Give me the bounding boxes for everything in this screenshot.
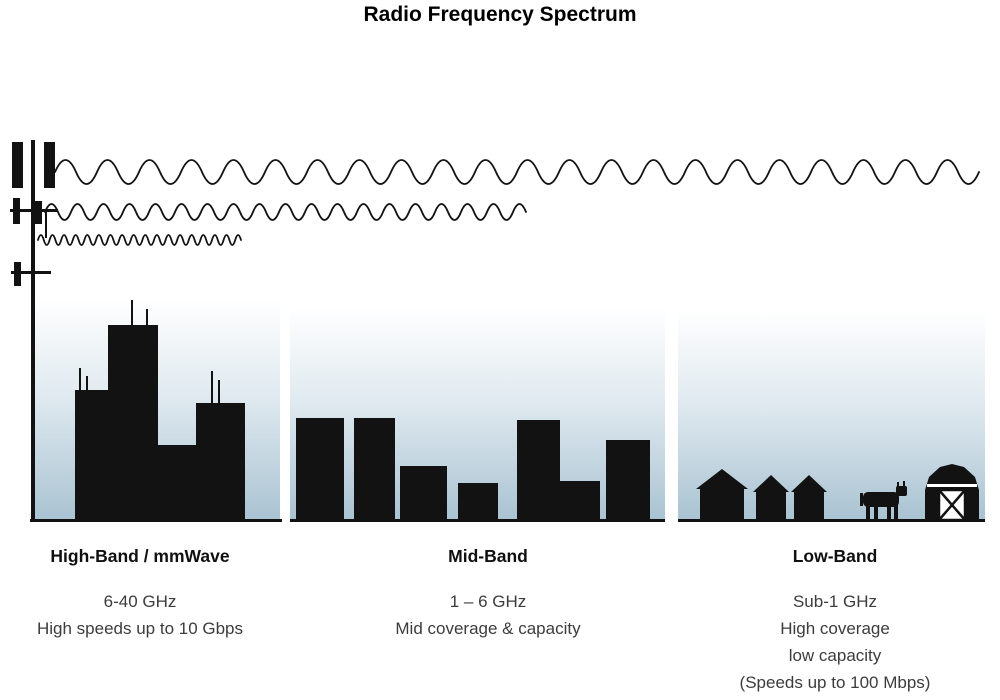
barn-icon: [925, 464, 979, 522]
band-desc-mid: Mid coverage & capacity: [395, 619, 581, 638]
ground-line-mid: [290, 519, 665, 522]
band-label-low: Low-Band Sub-1 GHz High coverage low cap…: [685, 546, 985, 696]
house-icon: [791, 475, 827, 520]
cell-tower-icon: [10, 140, 58, 521]
house-icon: [696, 469, 748, 520]
town-buildings-icon: [296, 418, 650, 520]
city-skyline-icon: [75, 300, 245, 520]
band-desc-low-2: low capacity: [788, 646, 882, 665]
spectrum-scene: [10, 140, 985, 522]
band-frequency-high: 6-40 GHz: [103, 592, 177, 611]
cow-icon: [860, 481, 907, 519]
band-label-mid: Mid-Band 1 – 6 GHz Mid coverage & capaci…: [368, 546, 608, 642]
diagram-title: Radio Frequency Spectrum: [363, 3, 637, 26]
band-name-high: High-Band / mmWave: [50, 546, 230, 566]
house-icon: [753, 475, 789, 520]
ground-line-low: [678, 519, 985, 522]
ground-line-high: [30, 519, 282, 522]
band-label-high: High-Band / mmWave 6-40 GHz High speeds …: [20, 546, 260, 642]
band-desc-high: High speeds up to 10 Gbps: [36, 619, 244, 638]
band-desc-low-1: High coverage: [780, 619, 890, 638]
band-desc-low-3: (Speeds up to 100 Mbps): [739, 673, 931, 692]
rural-scene: [696, 464, 979, 522]
band-name-mid: Mid-Band: [448, 546, 528, 566]
low-frequency-wave: [54, 159, 980, 185]
band-name-low: Low-Band: [792, 546, 878, 566]
band-frequency-low: Sub-1 GHz: [792, 592, 878, 611]
mid-frequency-wave: [44, 203, 527, 221]
band-frequency-mid: 1 – 6 GHz: [449, 592, 527, 611]
high-frequency-wave: [37, 234, 242, 246]
